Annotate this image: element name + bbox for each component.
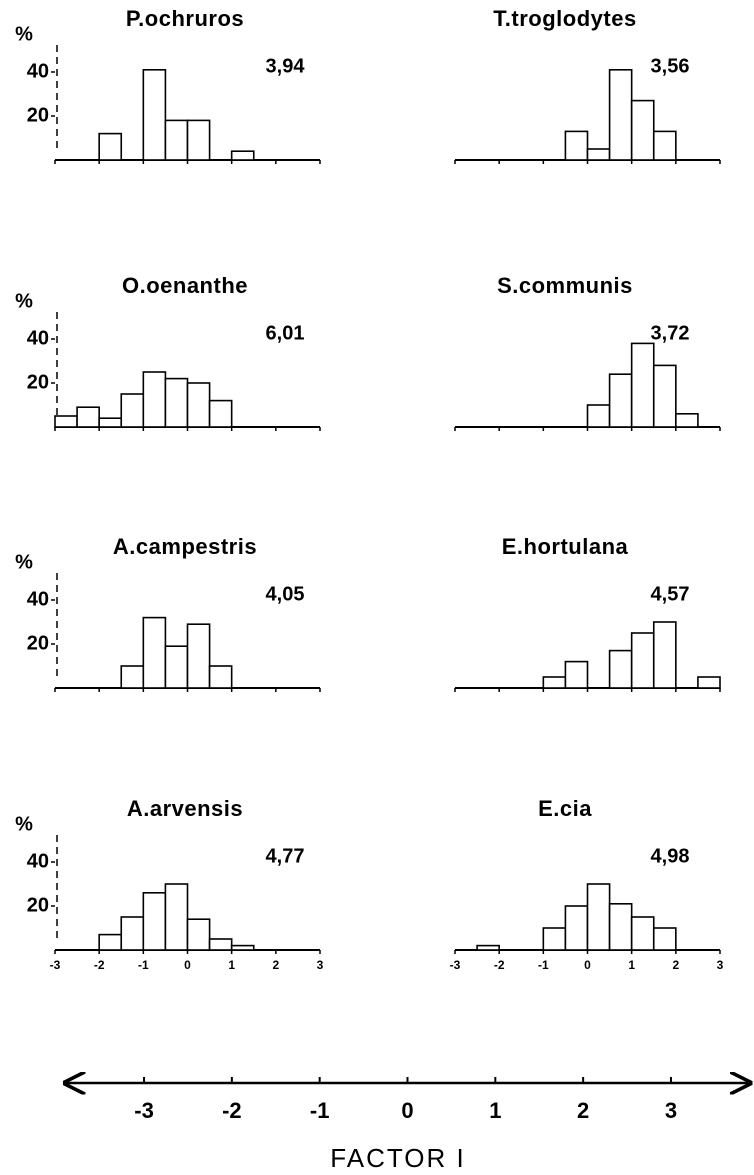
panel-title: A.campestris — [113, 534, 257, 559]
panel-annotation: 4,77 — [266, 845, 305, 867]
x-tick-label: -2 — [494, 958, 505, 972]
x-tick-label: 3 — [317, 958, 324, 972]
x-tick-label: 1 — [228, 958, 235, 972]
x-tick-label: 1 — [628, 958, 635, 972]
bar — [652, 364, 677, 428]
bar — [652, 927, 677, 951]
y-tick-label: 20 — [27, 894, 49, 916]
panel-title: E.cia — [538, 796, 592, 821]
bar — [142, 891, 167, 951]
bar — [98, 132, 123, 161]
bar — [230, 944, 255, 951]
y-tick-label: 20 — [27, 104, 49, 126]
factor-label: FACTOR I — [330, 1143, 465, 1173]
factor-tick-label: -2 — [222, 1098, 242, 1123]
y-label: % — [15, 290, 33, 312]
bar — [208, 938, 233, 951]
panel-title: S.communis — [497, 273, 633, 298]
bar — [608, 902, 633, 951]
panel-annotation: 3,94 — [266, 55, 306, 77]
bar — [608, 373, 633, 428]
y-tick-label: 40 — [27, 327, 49, 349]
bar — [98, 933, 123, 951]
panel-title: A.arvensis — [127, 796, 243, 821]
bar — [164, 883, 189, 951]
x-tick-label: 0 — [584, 958, 591, 972]
panel-annotation: 4,05 — [266, 583, 305, 605]
y-label: % — [15, 813, 33, 835]
bar — [675, 412, 699, 428]
factor-tick-label: 1 — [489, 1098, 501, 1123]
bar — [564, 130, 589, 161]
bar — [476, 944, 500, 951]
bar — [186, 623, 211, 689]
bar — [142, 371, 167, 428]
bar — [120, 916, 145, 951]
bar — [564, 905, 589, 951]
bar — [542, 676, 567, 689]
bar — [652, 130, 677, 161]
bar — [586, 883, 611, 951]
factor-tick-label: -3 — [134, 1098, 154, 1123]
panel-title: O.oenanthe — [122, 273, 248, 298]
y-tick-label: 40 — [27, 588, 49, 610]
bar — [186, 382, 211, 428]
y-tick-label: 40 — [27, 850, 49, 872]
bar — [564, 660, 589, 689]
bar — [76, 406, 100, 428]
bar — [98, 417, 123, 428]
bar — [208, 399, 233, 428]
panel-title: T.troglodytes — [493, 6, 636, 31]
x-tick-label: -3 — [50, 958, 61, 972]
bar — [208, 665, 233, 689]
bar — [142, 616, 167, 689]
bar — [652, 621, 677, 689]
x-tick-label: -1 — [138, 958, 149, 972]
factor-tick-label: -1 — [310, 1098, 330, 1123]
panel-title: P.ochruros — [126, 6, 244, 31]
bar — [630, 342, 655, 428]
bar — [164, 377, 189, 428]
bar — [164, 645, 189, 689]
bar — [630, 916, 655, 951]
y-tick-label: 20 — [27, 371, 49, 393]
panel-annotation: 4,57 — [651, 583, 690, 605]
bar — [586, 404, 611, 428]
bar — [120, 665, 145, 689]
bar — [120, 393, 145, 428]
panel-title: E.hortulana — [502, 534, 629, 559]
y-tick-label: 40 — [27, 60, 49, 82]
bar — [164, 119, 189, 161]
factor-tick-label: 0 — [401, 1098, 413, 1123]
bar — [54, 415, 78, 428]
bar — [586, 148, 611, 161]
bar — [142, 69, 167, 161]
bar — [608, 649, 633, 689]
x-tick-label: 3 — [717, 958, 724, 972]
factor-tick-label: 3 — [665, 1098, 677, 1123]
y-tick-label: 20 — [27, 632, 49, 654]
bar — [630, 632, 655, 689]
panel-annotation: 3,72 — [651, 322, 690, 344]
x-tick-label: -1 — [538, 958, 549, 972]
bar — [186, 119, 211, 161]
x-tick-label: -3 — [450, 958, 461, 972]
y-label: % — [15, 23, 33, 45]
bar — [608, 69, 633, 161]
y-label: % — [15, 551, 33, 573]
x-tick-label: 0 — [184, 958, 191, 972]
bar — [697, 676, 721, 689]
x-tick-label: 2 — [672, 958, 679, 972]
panel-annotation: 6,01 — [266, 322, 305, 344]
x-tick-label: -2 — [94, 958, 105, 972]
factor-tick-label: 2 — [577, 1098, 589, 1123]
bar — [230, 150, 255, 161]
panel-annotation: 4,98 — [651, 845, 690, 867]
bar — [630, 99, 655, 161]
x-tick-label: 2 — [272, 958, 279, 972]
bar — [542, 927, 567, 951]
bar — [186, 918, 211, 951]
panel-annotation: 3,56 — [651, 55, 690, 77]
